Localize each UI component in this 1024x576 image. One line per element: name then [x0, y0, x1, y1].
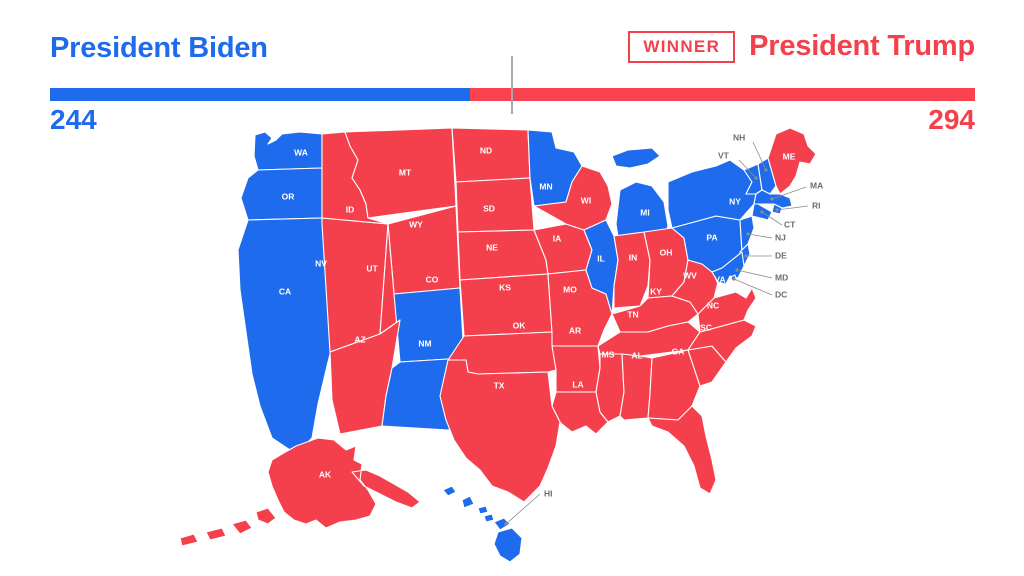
map-label-WA: WA — [294, 147, 308, 157]
state-MD[interactable] — [711, 251, 745, 285]
map-label-IN: IN — [629, 252, 638, 262]
threshold-marker-270 — [511, 56, 513, 114]
map-label-HI: HI — [544, 488, 553, 498]
map-label-LA: LA — [572, 379, 583, 389]
state-IN[interactable] — [613, 231, 651, 309]
map-label-ND: ND — [480, 145, 492, 155]
us-electoral-map: WA OR CA NV ID MT WY UT CO AZ NM ND SD N… — [0, 120, 1024, 576]
winner-group: WINNER President Trump — [628, 30, 975, 63]
map-label-NY: NY — [729, 196, 741, 206]
state-TX[interactable] — [439, 359, 561, 503]
map-label-UT: UT — [366, 263, 378, 273]
map-label-MN: MN — [539, 181, 552, 191]
map-label-AK: AK — [319, 469, 332, 479]
map-label-OH: OH — [660, 247, 673, 257]
map-label-NJ: NJ — [775, 232, 786, 242]
state-NE[interactable] — [457, 229, 549, 281]
map-label-RI: RI — [812, 200, 821, 210]
map-label-VT: VT — [718, 150, 730, 160]
map-label-CT: CT — [784, 219, 796, 229]
state-FL[interactable] — [647, 405, 717, 495]
state-NV[interactable] — [321, 217, 389, 353]
map-label-IL: IL — [597, 253, 605, 263]
electoral-votes-biden: 244 — [50, 104, 97, 135]
map-label-CA: CA — [279, 286, 291, 296]
map-label-FL: FL — [699, 404, 709, 414]
map-label-MI: MI — [640, 207, 649, 217]
map-label-ME: ME — [783, 151, 796, 161]
map-label-NC: NC — [707, 300, 719, 310]
state-VA[interactable] — [697, 287, 757, 333]
map-label-DC: DC — [775, 289, 787, 299]
state-SD[interactable] — [455, 177, 535, 233]
map-label-KS: KS — [499, 282, 511, 292]
state-HI[interactable] — [442, 485, 523, 563]
map-label-AZ: AZ — [354, 334, 365, 344]
winner-badge: WINNER — [628, 30, 736, 63]
state-MT[interactable] — [344, 127, 457, 219]
state-WY[interactable] — [387, 205, 461, 295]
map-label-OR: OR — [282, 191, 295, 201]
map-label-GA: GA — [672, 346, 685, 356]
map-label-MO: MO — [563, 284, 577, 294]
results-header: President Biden WINNER President Trump 2… — [0, 0, 1024, 135]
map-label-PA: PA — [706, 232, 717, 242]
map-label-TX: TX — [494, 380, 505, 390]
map-label-SC: SC — [700, 322, 712, 332]
map-label-TN: TN — [627, 309, 638, 319]
state-NH[interactable] — [757, 157, 777, 195]
state-WI[interactable] — [533, 165, 613, 231]
map-label-NV: NV — [315, 258, 327, 268]
bar-segment-biden — [50, 88, 470, 101]
map-label-AL: AL — [631, 350, 642, 360]
map-label-VA: VA — [714, 274, 725, 284]
state-MS[interactable] — [595, 353, 625, 423]
map-label-ID: ID — [346, 204, 355, 214]
electoral-vote-bar — [50, 88, 975, 101]
map-label-WV: WV — [683, 270, 697, 280]
map-label-WI: WI — [581, 195, 591, 205]
map-label-MS: MS — [602, 349, 615, 359]
map-label-MA: MA — [810, 180, 823, 190]
map-label-SD: SD — [483, 203, 495, 213]
bar-segment-trump — [469, 88, 975, 101]
map-label-NM: NM — [418, 338, 431, 348]
state-AK[interactable] — [179, 437, 421, 547]
map-label-WY: WY — [409, 219, 423, 229]
state-WA[interactable] — [253, 131, 323, 171]
state-NC[interactable] — [687, 319, 757, 363]
map-label-DE: DE — [775, 250, 787, 260]
map-label-IA: IA — [553, 233, 562, 243]
us-map-svg: WA OR CA NV ID MT WY UT CO AZ NM ND SD N… — [179, 127, 823, 563]
electoral-votes-trump: 294 — [928, 104, 975, 135]
map-label-NE: NE — [486, 242, 498, 252]
map-label-CO: CO — [426, 274, 439, 284]
map-label-MD: MD — [775, 272, 788, 282]
leader-lines — [504, 141, 809, 526]
candidate-name-left: President Biden — [50, 32, 268, 64]
map-label-NH: NH — [733, 132, 745, 142]
candidate-name-right: President Trump — [749, 30, 975, 62]
map-label-KY: KY — [650, 286, 662, 296]
map-label-OK: OK — [513, 320, 527, 330]
map-label-AR: AR — [569, 325, 581, 335]
state-AL[interactable] — [619, 353, 653, 421]
map-label-MT: MT — [399, 167, 412, 177]
